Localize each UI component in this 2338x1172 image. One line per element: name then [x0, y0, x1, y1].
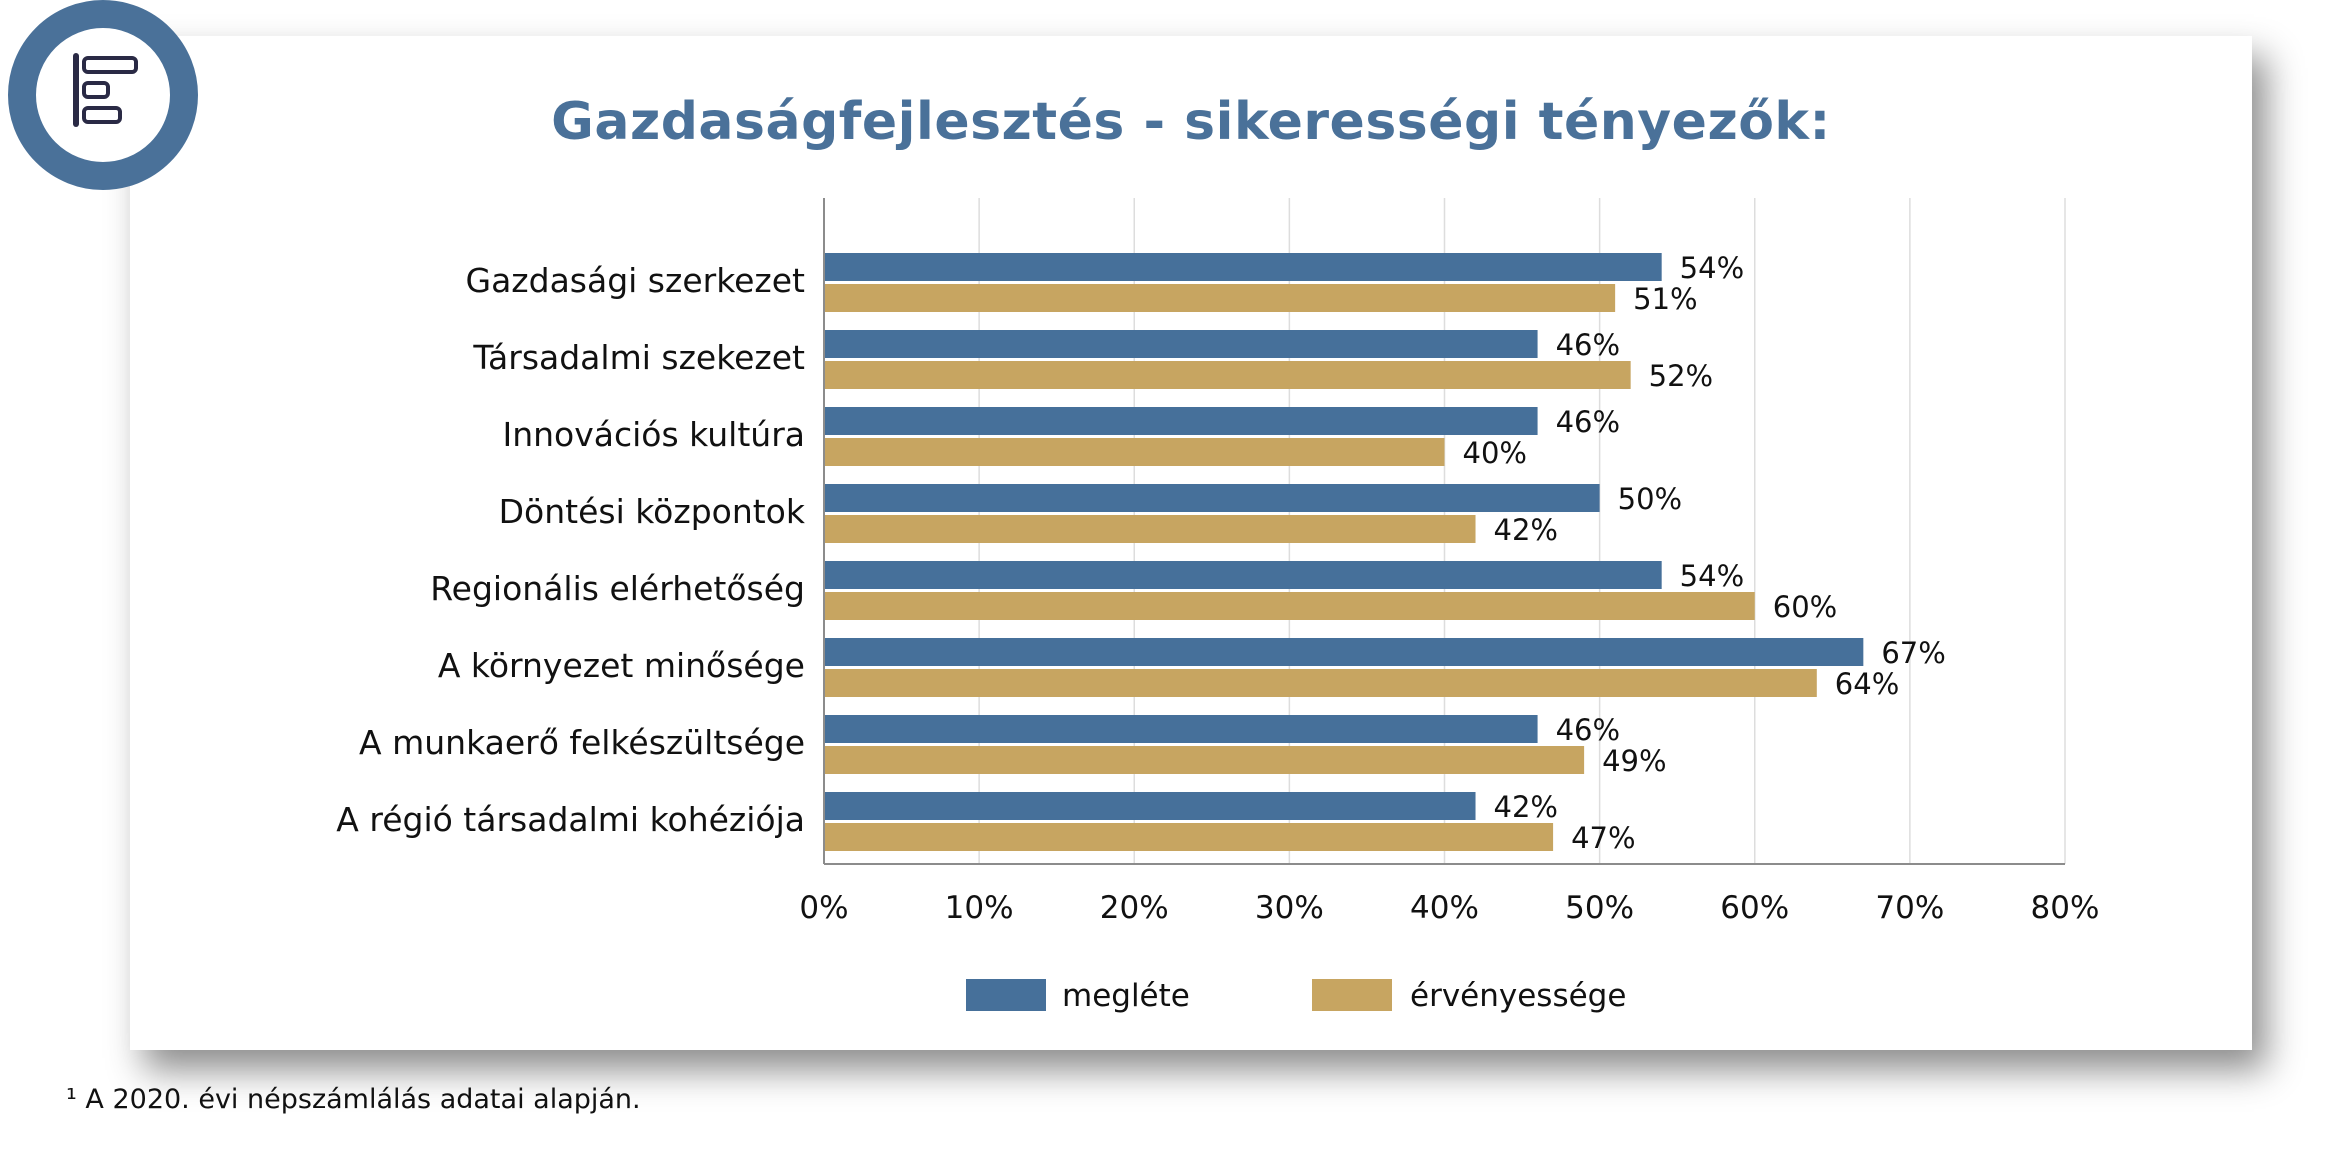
bar	[824, 792, 1476, 820]
x-tick-label: 50%	[1565, 890, 1634, 926]
category-label: A régió társadalmi kohéziója	[336, 800, 805, 839]
x-tick-label: 30%	[1255, 890, 1324, 926]
axes	[823, 198, 2065, 865]
bar	[824, 407, 1538, 435]
bar	[824, 715, 1538, 743]
data-label: 46%	[1556, 328, 1620, 362]
x-tick-label: 60%	[1720, 890, 1789, 926]
bar	[824, 284, 1616, 312]
data-label: 51%	[1633, 282, 1697, 316]
category-label: Döntési központok	[499, 492, 806, 531]
bar	[824, 484, 1600, 512]
data-label: 64%	[1835, 667, 1899, 701]
bar	[824, 515, 1476, 543]
category-label: Gazdasági szerkezet	[466, 261, 806, 300]
data-label: 60%	[1773, 590, 1837, 624]
bar	[824, 330, 1538, 358]
data-label: 42%	[1494, 513, 1558, 547]
bar	[824, 361, 1631, 389]
category-label: A munkaerő felkészültsége	[359, 723, 805, 762]
legend-label: érvényessége	[1410, 978, 1626, 1014]
category-label: Innovációs kultúra	[502, 415, 805, 454]
bar	[824, 823, 1554, 851]
data-label: 54%	[1680, 251, 1744, 285]
footnote: ¹ A 2020. évi népszámlálás adatai alapjá…	[66, 1084, 641, 1115]
legend: megléte érvényessége	[966, 978, 1626, 1014]
x-tick-label: 80%	[2031, 890, 2100, 926]
x-tick-label: 40%	[1410, 890, 1479, 926]
category-label: Társadalmi szekezet	[472, 338, 805, 377]
x-tick-label: 10%	[945, 890, 1014, 926]
bar-chart-icon	[73, 53, 138, 127]
data-label: 46%	[1556, 713, 1620, 747]
legend-swatch	[966, 979, 1046, 1011]
x-tick-label: 20%	[1100, 890, 1169, 926]
bar	[824, 638, 1864, 666]
data-label: 50%	[1618, 482, 1682, 516]
data-label: 40%	[1463, 436, 1527, 470]
x-tick-label: 70%	[1875, 890, 1944, 926]
bar	[824, 669, 1817, 697]
bar	[824, 438, 1445, 466]
data-label: 54%	[1680, 559, 1744, 593]
data-label: 47%	[1571, 821, 1635, 855]
bar	[824, 746, 1585, 774]
data-label: 46%	[1556, 405, 1620, 439]
bars	[824, 253, 1864, 851]
data-label: 67%	[1881, 636, 1945, 670]
legend-swatch	[1312, 979, 1392, 1011]
legend-label: megléte	[1062, 978, 1190, 1014]
category-label: A környezet minősége	[438, 646, 805, 685]
bar	[824, 561, 1662, 589]
x-tick-label: 0%	[799, 890, 848, 926]
data-label: 49%	[1602, 744, 1666, 778]
bar	[824, 592, 1755, 620]
chart-title: Gazdaságfejlesztés - sikerességi tényező…	[551, 92, 1831, 152]
labels: 0% 10% 20% 30% 40% 50% 60% 70% 80% Gazdasági szer…	[336, 251, 2099, 926]
data-label: 52%	[1649, 359, 1713, 393]
category-label: Regionális elérhetőség	[430, 569, 805, 608]
data-label: 42%	[1494, 790, 1558, 824]
bar	[824, 253, 1662, 281]
